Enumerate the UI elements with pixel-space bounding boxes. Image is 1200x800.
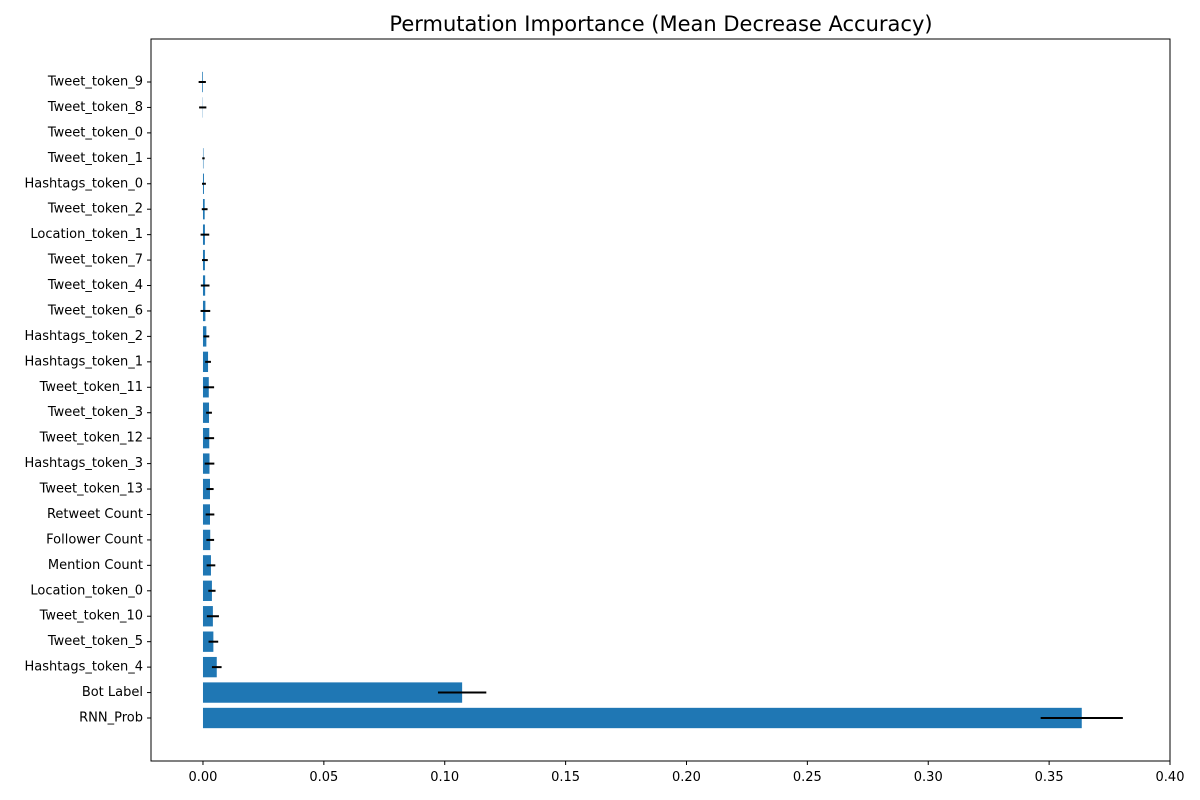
bar-hashtags-token-4 [202, 656, 217, 678]
y-tick-label-tweet-token-5: Tweet_token_5 [47, 634, 143, 649]
y-tick-label-follower-count: Follower Count [46, 532, 143, 547]
bar-rnn-prob [202, 707, 1082, 729]
x-tick-label-0: 0.00 [189, 770, 218, 785]
x-tick-label-5: 0.25 [793, 770, 822, 785]
y-tick-label-hashtags-token-1: Hashtags_token_1 [25, 354, 143, 369]
bar-tweet-token-3 [202, 402, 210, 423]
chart-title: Permutation Importance (Mean Decrease Ac… [389, 12, 932, 36]
y-tick-label-tweet-token-2: Tweet_token_2 [47, 202, 143, 217]
y-tick-label-tweet-token-6: Tweet_token_6 [47, 303, 143, 318]
y-tick-label-tweet-token-10: Tweet_token_10 [39, 609, 143, 624]
x-tick-label-2: 0.10 [430, 770, 459, 785]
y-tick-label-tweet-token-0: Tweet_token_0 [47, 125, 143, 140]
x-tick-label-6: 0.30 [914, 770, 943, 785]
y-tick-label-retweet-count: Retweet Count [47, 507, 143, 522]
x-tick-label-8: 0.40 [1156, 770, 1185, 785]
y-tick-label-rnn-prob: RNN_Prob [79, 711, 143, 726]
y-tick-label-hashtags-token-3: Hashtags_token_3 [25, 456, 143, 471]
y-tick-label-location-token-1: Location_token_1 [30, 227, 143, 242]
bar-bot-label [202, 682, 463, 703]
x-axis: 0.00 0.05 0.10 0.15 0.20 0.25 0.30 0.35 0.40 [189, 761, 1185, 785]
y-axis: RNN_Prob Bot Label Hashtags_token_4 Tweet_t… [25, 75, 151, 726]
bars-group [202, 71, 1082, 729]
y-tick-label-tweet-token-8: Tweet_token_8 [47, 100, 143, 115]
y-tick-label-hashtags-token-2: Hashtags_token_2 [25, 329, 143, 344]
y-tick-label-tweet-token-11: Tweet_token_11 [39, 380, 143, 395]
x-tick-label-4: 0.20 [672, 770, 701, 785]
y-tick-label-tweet-token-13: Tweet_token_13 [39, 482, 143, 497]
y-tick-label-mention-count: Mention Count [48, 558, 143, 573]
y-tick-label-bot-label: Bot Label [82, 685, 143, 700]
bar-location-token-0 [202, 580, 212, 601]
x-tick-label-1: 0.05 [309, 770, 338, 785]
y-tick-label-tweet-token-3: Tweet_token_3 [47, 405, 143, 420]
plot-area-frame [150, 38, 1171, 762]
y-tick-label-tweet-token-1: Tweet_token_1 [47, 151, 143, 166]
y-tick-label-tweet-token-7: Tweet_token_7 [47, 253, 143, 268]
y-tick-label-hashtags-token-0: Hashtags_token_0 [25, 176, 143, 191]
x-tick-label-7: 0.35 [1035, 770, 1064, 785]
y-tick-label-tweet-token-9: Tweet_token_9 [47, 75, 143, 90]
y-tick-label-location-token-0: Location_token_0 [30, 583, 143, 598]
y-tick-label-tweet-token-12: Tweet_token_12 [39, 431, 143, 446]
x-tick-label-3: 0.15 [551, 770, 580, 785]
bar-tweet-token-5 [202, 631, 214, 652]
y-tick-label-tweet-token-4: Tweet_token_4 [47, 278, 143, 293]
y-tick-label-hashtags-token-4: Hashtags_token_4 [25, 660, 143, 675]
error-bars-group [198, 81, 1123, 719]
